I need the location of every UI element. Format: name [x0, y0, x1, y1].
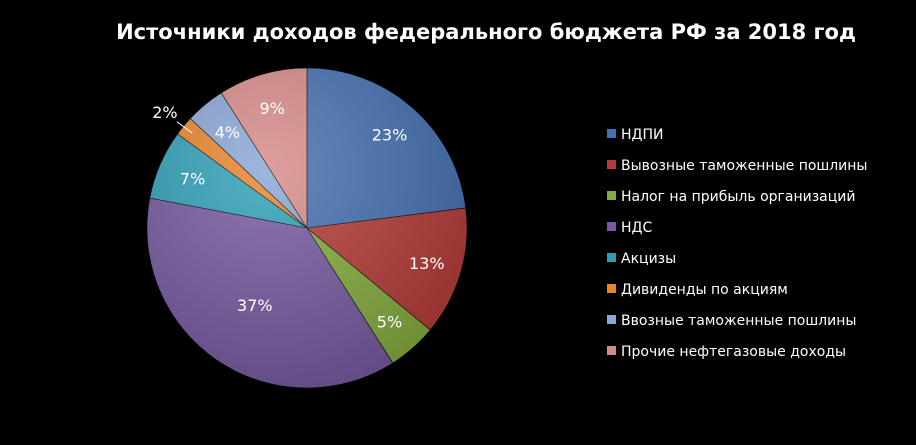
legend-label-1: НДПИ	[621, 127, 663, 143]
pie-slices	[146, 67, 468, 389]
legend-label-7: Ввозные таможенные пошлины	[621, 313, 856, 329]
slice-label-5: 7%	[180, 169, 205, 188]
legend-swatch-5	[607, 253, 616, 262]
legend-label-8: Прочие нефтегазовые доходы	[621, 344, 846, 360]
legend-label-4: НДС	[621, 220, 652, 236]
legend-swatch-4	[607, 222, 616, 231]
pie-slice-1	[306, 67, 467, 229]
legend-swatch-7	[607, 315, 616, 324]
legend-swatch-6	[607, 284, 616, 293]
slice-label-6: 2%	[152, 103, 177, 122]
legend-swatch-2	[607, 160, 616, 169]
legend-swatch-3	[607, 191, 616, 200]
pie-labels: 23% 13% 5% 37% 7% 2% 4% 9%	[152, 99, 444, 331]
chart-title: Источники доходов федерального бюджета Р…	[116, 20, 856, 44]
leader-line-6	[176, 121, 193, 134]
legend: НДПИ Вывозные таможенные пошлины Налог на …	[607, 127, 867, 360]
slice-label-3: 5%	[377, 313, 402, 332]
slice-label-7: 4%	[215, 123, 240, 142]
legend-label-6: Дивиденды по акциям	[621, 282, 788, 298]
legend-label-2: Вывозные таможенные пошлины	[621, 158, 867, 174]
slice-label-8: 9%	[260, 99, 285, 118]
legend-swatch-8	[607, 346, 616, 355]
legend-label-3: Налог на прибыль организаций	[621, 189, 855, 205]
legend-label-5: Акцизы	[621, 251, 676, 267]
slice-label-2: 13%	[409, 254, 445, 273]
slice-label-4: 37%	[237, 296, 273, 315]
legend-swatch-1	[607, 129, 616, 138]
slice-label-1: 23%	[372, 125, 408, 144]
